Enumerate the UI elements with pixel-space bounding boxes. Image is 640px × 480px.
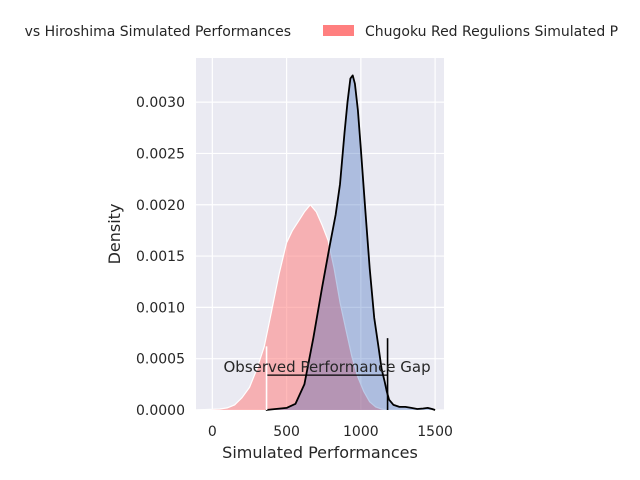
x-tick-label: 0 bbox=[208, 424, 217, 440]
x-axis-label: Simulated Performances bbox=[222, 443, 418, 462]
y-tick-label: 0.0000 bbox=[136, 403, 185, 419]
legend-label-fukuoka: vs Hiroshima Simulated Performances bbox=[25, 24, 291, 40]
chugoku-density-area bbox=[194, 204, 388, 410]
legend: vs Hiroshima Simulated Performances Chug… bbox=[25, 24, 618, 40]
x-axis-ticks: 0 500 1000 1500 bbox=[208, 424, 453, 440]
y-tick-label: 0.0015 bbox=[136, 249, 185, 265]
y-tick-label: 0.0025 bbox=[136, 146, 185, 162]
annotation-label: Observed Performance Gap bbox=[224, 358, 431, 376]
y-tick-label: 0.0020 bbox=[136, 198, 185, 214]
legend-swatch-chugoku bbox=[323, 25, 354, 36]
y-axis-ticks: 0.0000 0.0005 0.0010 0.0015 0.0020 0.0025 0.00… bbox=[136, 95, 185, 419]
fukuoka-outline bbox=[265, 74, 436, 411]
y-tick-label: 0.0005 bbox=[136, 352, 185, 368]
x-tick-label: 500 bbox=[273, 424, 300, 440]
x-tick-label: 1500 bbox=[417, 424, 453, 440]
y-tick-label: 0.0010 bbox=[136, 300, 185, 316]
grid bbox=[196, 58, 444, 411]
y-tick-label: 0.0030 bbox=[136, 95, 185, 111]
annotation: Observed Performance Gap bbox=[224, 338, 431, 410]
y-axis-label: Density bbox=[105, 204, 124, 265]
x-tick-label: 1000 bbox=[343, 424, 379, 440]
chugoku-outline bbox=[194, 204, 388, 411]
fukuoka-density-area bbox=[265, 75, 436, 411]
legend-label-chugoku: Chugoku Red Regulions Simulated P bbox=[365, 24, 618, 40]
series-areas bbox=[194, 74, 436, 411]
